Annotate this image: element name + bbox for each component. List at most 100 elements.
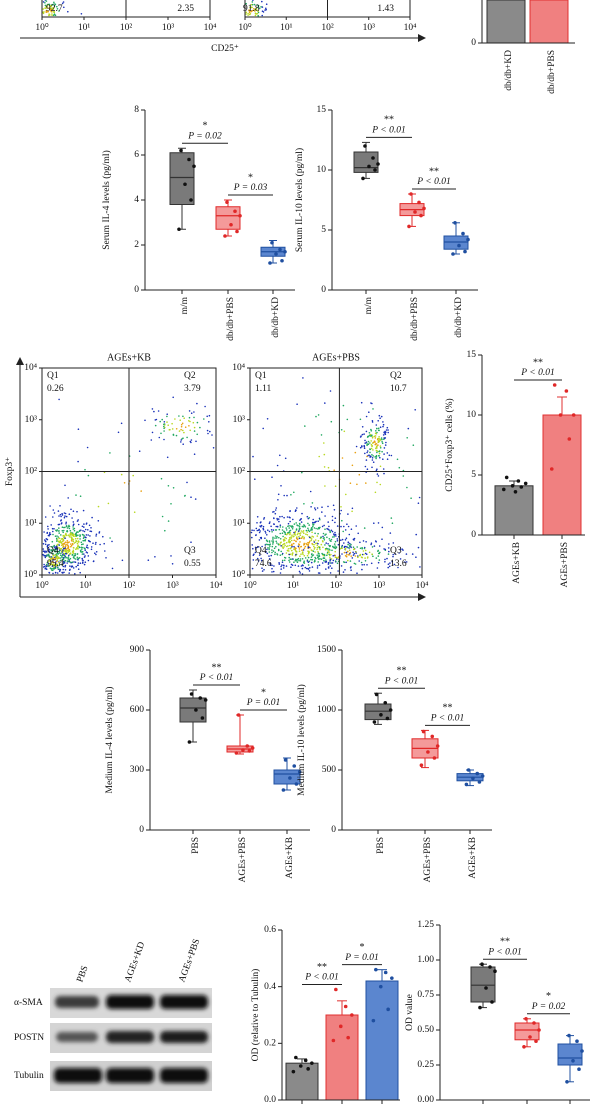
- event-dot: [343, 542, 345, 544]
- event-dot: [255, 9, 258, 11]
- event-dot: [348, 553, 350, 556]
- event-dot: [171, 428, 174, 430]
- event-dot: [412, 444, 415, 447]
- data-point: [464, 782, 469, 787]
- event-dot: [397, 566, 399, 569]
- event-dot: [324, 548, 327, 551]
- event-dot: [298, 570, 301, 573]
- event-dot: [64, 556, 66, 559]
- event-dot: [383, 548, 385, 550]
- event-dot: [374, 540, 377, 542]
- event-dot: [266, 418, 269, 420]
- event-dot: [52, 509, 55, 511]
- event-dot: [83, 526, 85, 528]
- event-dot: [414, 409, 417, 411]
- event-dot: [340, 525, 342, 528]
- event-dot: [57, 536, 60, 538]
- event-dot: [51, 569, 53, 572]
- y-tick-label: 10: [317, 165, 327, 175]
- event-dot: [281, 529, 284, 531]
- event-dot: [388, 454, 391, 457]
- event-dot: [45, 565, 47, 567]
- event-dot: [281, 546, 284, 548]
- box: [443, 235, 469, 250]
- event-dot: [375, 424, 378, 426]
- event-dot: [63, 571, 65, 574]
- event-dot: [144, 419, 146, 422]
- event-dot: [306, 543, 308, 546]
- event-dot: [309, 547, 311, 549]
- event-dot: [46, 7, 48, 9]
- event-dot: [377, 427, 380, 430]
- event-dot: [304, 526, 307, 528]
- quadrant-value: 3.79: [184, 384, 201, 394]
- event-dot: [331, 562, 334, 564]
- event-dot: [282, 526, 284, 528]
- y-tick-label: 0: [471, 530, 476, 540]
- quadrant-name: Q3: [390, 546, 402, 556]
- event-dot: [303, 532, 305, 534]
- data-point: [504, 475, 509, 480]
- event-dot: [66, 541, 68, 544]
- event-dot: [188, 410, 191, 412]
- event-dot: [358, 473, 361, 476]
- event-dot: [58, 530, 60, 532]
- event-dot: [334, 560, 337, 562]
- event-dot: [258, 531, 261, 534]
- event-dot: [89, 530, 91, 532]
- data-point: [374, 967, 378, 972]
- y-tick-label: 0.00: [417, 1095, 434, 1105]
- event-dot: [334, 550, 337, 553]
- event-dot: [376, 481, 378, 484]
- event-dot: [322, 554, 325, 557]
- event-dot: [77, 562, 80, 564]
- event-dot: [294, 534, 297, 536]
- event-dot: [293, 561, 295, 563]
- event-dot: [308, 541, 311, 544]
- event-dot: [111, 567, 114, 570]
- event-dot: [292, 542, 295, 545]
- event-dot: [109, 452, 111, 454]
- event-dot: [309, 490, 312, 493]
- y-tick-label: 1000: [317, 705, 336, 715]
- data-point: [510, 484, 515, 488]
- data-point: [250, 746, 255, 750]
- event-dot: [342, 571, 345, 573]
- event-dot: [296, 507, 298, 509]
- event-dot: [375, 430, 377, 432]
- event-dot: [358, 560, 361, 562]
- event-dot: [75, 494, 77, 496]
- x-tick-label: 10⁰: [35, 22, 49, 33]
- event-dot: [340, 539, 342, 541]
- data-point: [432, 756, 437, 760]
- event-dot: [387, 547, 390, 549]
- quadrant-value: 92.7: [46, 4, 63, 14]
- event-dot: [263, 517, 266, 519]
- event-dot: [328, 554, 331, 557]
- event-dot: [381, 538, 383, 540]
- event-dot: [317, 414, 320, 416]
- event-dot: [282, 535, 284, 538]
- event-dot: [301, 573, 304, 575]
- event-dot: [276, 542, 278, 544]
- event-dot: [329, 557, 331, 559]
- data-point: [567, 437, 572, 441]
- event-dot: [47, 549, 49, 552]
- event-dot: [265, 7, 267, 10]
- event-dot: [257, 10, 259, 13]
- event-dot: [374, 491, 377, 494]
- event-dot: [251, 544, 253, 546]
- event-dot: [347, 543, 349, 546]
- event-dot: [306, 560, 309, 562]
- event-dot: [293, 545, 295, 548]
- data-point: [334, 987, 338, 992]
- p-value: P = 0.01: [246, 698, 280, 708]
- event-dot: [359, 547, 362, 550]
- event-dot: [301, 558, 304, 560]
- event-dot: [171, 563, 174, 565]
- event-dot: [333, 509, 336, 511]
- row-label: α-SMA: [14, 998, 43, 1008]
- event-dot: [59, 549, 61, 551]
- event-dot: [313, 561, 316, 563]
- event-dot: [289, 544, 291, 547]
